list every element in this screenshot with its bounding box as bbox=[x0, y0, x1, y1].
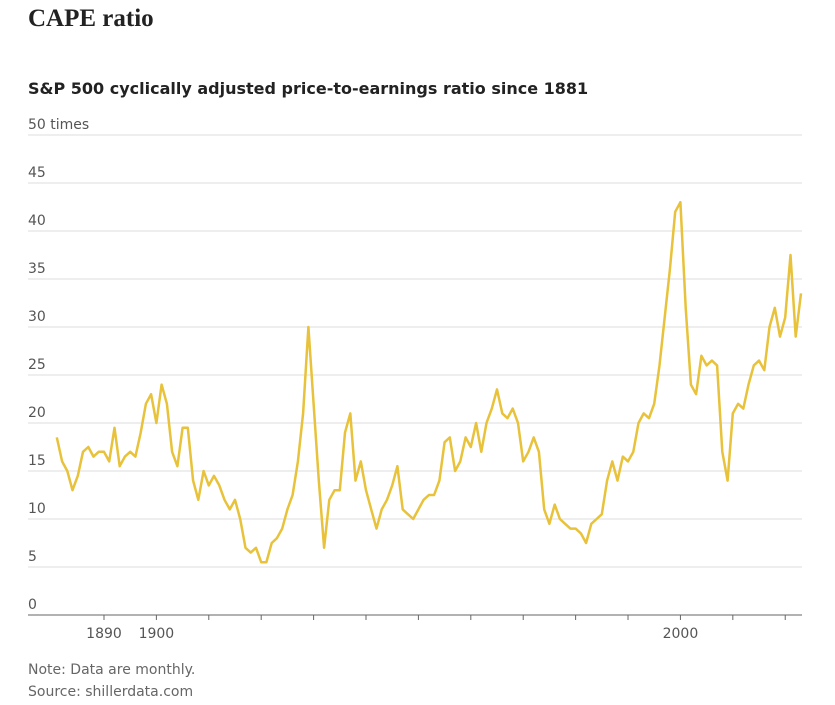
y-tick-label: 45 bbox=[28, 165, 46, 181]
y-tick-label: 20 bbox=[28, 405, 46, 421]
note: Note: Data are monthly. bbox=[28, 662, 195, 678]
y-tick-label: 30 bbox=[28, 309, 46, 325]
y-tick-label: 15 bbox=[28, 453, 46, 469]
x-tick-label: 1900 bbox=[139, 626, 175, 642]
x-tick-label: 2000 bbox=[663, 626, 699, 642]
source: Source: shillerdata.com bbox=[28, 684, 193, 700]
y-tick-label: 50 times bbox=[28, 117, 89, 133]
y-tick-label: 35 bbox=[28, 261, 46, 277]
chart-title: CAPE ratio bbox=[28, 5, 154, 32]
y-tick-label: 5 bbox=[28, 549, 37, 565]
y-tick-label: 10 bbox=[28, 501, 46, 517]
y-tick-label: 25 bbox=[28, 357, 46, 373]
y-tick-label: 0 bbox=[28, 597, 37, 613]
data-line bbox=[55, 200, 803, 564]
y-tick-label: 40 bbox=[28, 213, 46, 229]
chart-subtitle: S&P 500 cyclically adjusted price-to-ear… bbox=[28, 79, 588, 98]
x-tick-label: 1890 bbox=[86, 626, 122, 642]
